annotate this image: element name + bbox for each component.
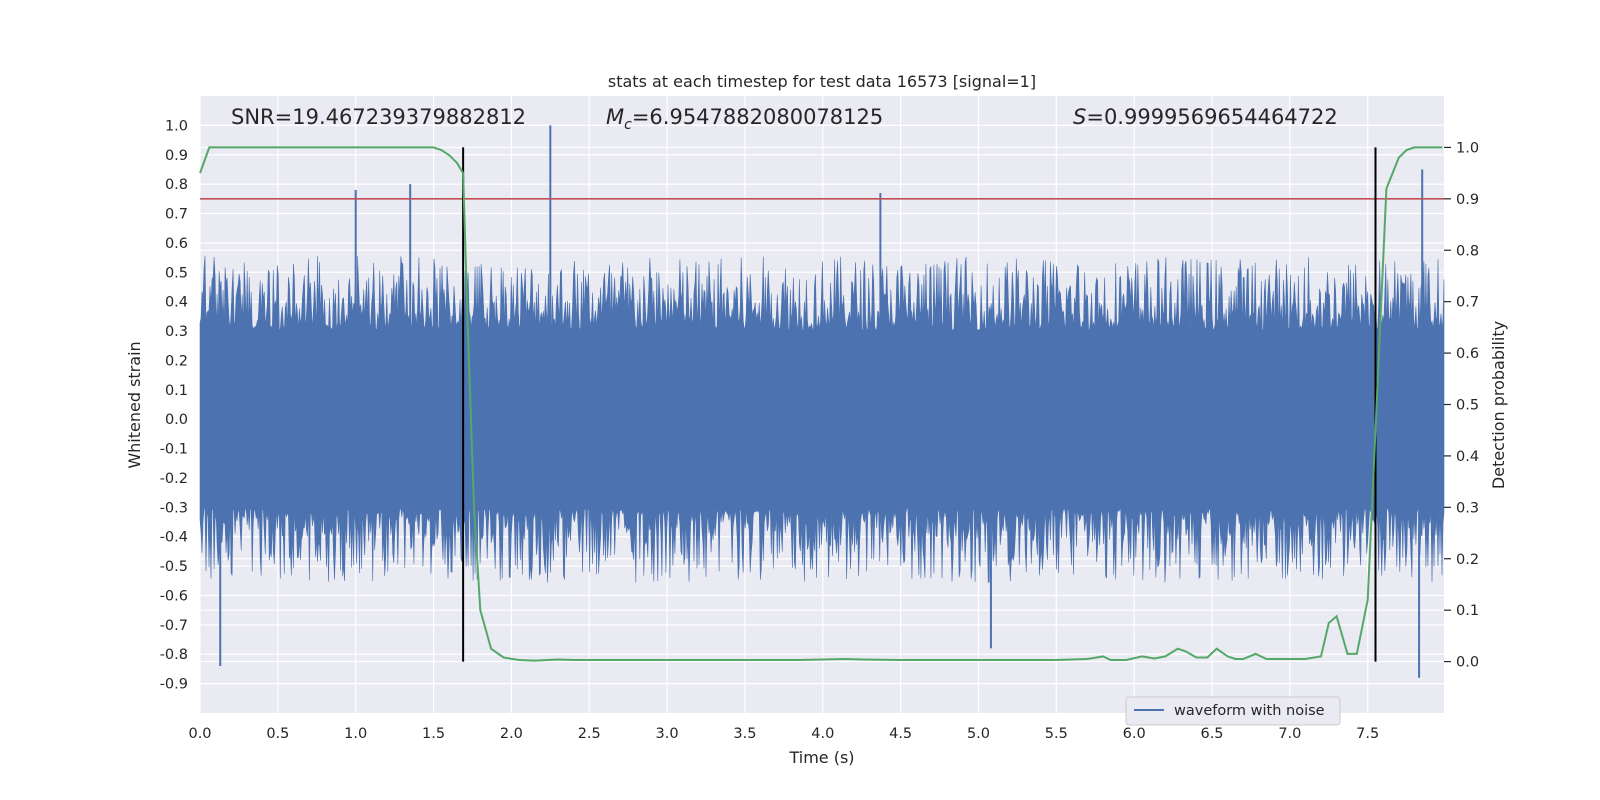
x-axis-ticks: 0.0 0.5 1.0 1.5 2.0 2.5 3.0 3.5 4.0 4.5 5.0 5.5 6.0 6… — [188, 726, 1379, 742]
right-tick-label: 0.7 — [1456, 295, 1479, 311]
score-annotation: S=0.9999569654464722 — [1073, 105, 1338, 129]
left-tick-label: -0.2 — [160, 471, 188, 487]
chirp-mass-annotation: Mc=6.9547882080078125 — [606, 105, 883, 133]
right-axis-label: Detection probability — [1489, 321, 1508, 489]
x-tick-label: 5.5 — [1045, 726, 1068, 742]
x-tick-label: 0.5 — [266, 726, 289, 742]
left-tick-label: 0.2 — [165, 353, 188, 369]
left-tick-label: 0.7 — [165, 207, 188, 223]
legend: waveform with noise — [1125, 696, 1341, 726]
strain-series — [199, 125, 1445, 678]
left-tick-label: -0.6 — [160, 588, 188, 604]
right-tick-label: 0.8 — [1456, 243, 1479, 259]
right-tick-label: 0.5 — [1456, 398, 1479, 414]
detection-probability-line — [199, 146, 1443, 662]
right-tick-label: 0.2 — [1456, 552, 1479, 568]
x-tick-label: 1.5 — [422, 726, 445, 742]
right-axis-ticks: 1.0 0.9 0.8 0.7 0.6 0.5 0.4 0.3 0.2 0.1 0.0 — [1444, 140, 1479, 671]
left-tick-label: 0.9 — [165, 148, 188, 164]
right-tick-label: 0.9 — [1456, 192, 1479, 208]
right-tick-label: 0.0 — [1456, 655, 1479, 671]
left-axis-label: Whitened strain — [125, 341, 144, 468]
left-tick-label: -0.3 — [160, 500, 188, 516]
left-tick-label: -0.4 — [160, 530, 188, 546]
legend-label: waveform with noise — [1174, 703, 1325, 719]
x-tick-label: 6.0 — [1123, 726, 1146, 742]
x-axis-label: Time (s) — [788, 748, 854, 767]
strain-core-band — [200, 354, 1444, 484]
left-tick-label: 0.1 — [165, 383, 188, 399]
x-tick-label: 5.0 — [967, 726, 990, 742]
event-markers — [462, 147, 1377, 662]
left-tick-label: 1.0 — [165, 118, 188, 134]
right-tick-label: 0.4 — [1456, 449, 1479, 465]
snr-annotation: SNR=19.467239379882812 — [231, 105, 526, 129]
x-tick-label: 3.0 — [656, 726, 679, 742]
right-tick-label: 0.1 — [1456, 603, 1479, 619]
x-tick-label: 2.5 — [578, 726, 601, 742]
left-tick-label: 0.5 — [165, 265, 188, 281]
left-tick-label: -0.8 — [160, 647, 188, 663]
left-tick-label: -0.1 — [160, 442, 188, 458]
right-tick-label: 1.0 — [1456, 140, 1479, 156]
x-tick-label: 2.0 — [500, 726, 523, 742]
left-tick-label: -0.9 — [160, 677, 188, 693]
left-tick-label: 0.8 — [165, 177, 188, 193]
x-tick-label: 7.5 — [1356, 726, 1379, 742]
x-tick-label: 4.0 — [811, 726, 834, 742]
x-tick-label: 1.0 — [344, 726, 367, 742]
x-tick-label: 0.0 — [188, 726, 211, 742]
left-tick-label: 0.4 — [165, 295, 188, 311]
legend-box — [1125, 696, 1341, 726]
left-axis-ticks: 1.0 0.9 0.8 0.7 0.6 0.5 0.4 0.3 0.2 0.1 0.0 -0.1 -0.… — [160, 118, 188, 692]
left-tick-label: 0.6 — [165, 236, 188, 252]
left-tick-label: -0.7 — [160, 618, 188, 634]
x-tick-label: 4.5 — [889, 726, 912, 742]
left-tick-label: 0.0 — [165, 412, 188, 428]
x-tick-label: 7.0 — [1278, 726, 1301, 742]
right-tick-label: 0.6 — [1456, 346, 1479, 362]
chart-title: stats at each timestep for test data 165… — [608, 72, 1036, 91]
x-tick-label: 3.5 — [733, 726, 756, 742]
left-tick-label: 0.3 — [165, 324, 188, 340]
right-tick-label: 0.3 — [1456, 500, 1479, 516]
left-tick-label: -0.5 — [160, 559, 188, 575]
x-tick-label: 6.5 — [1200, 726, 1223, 742]
